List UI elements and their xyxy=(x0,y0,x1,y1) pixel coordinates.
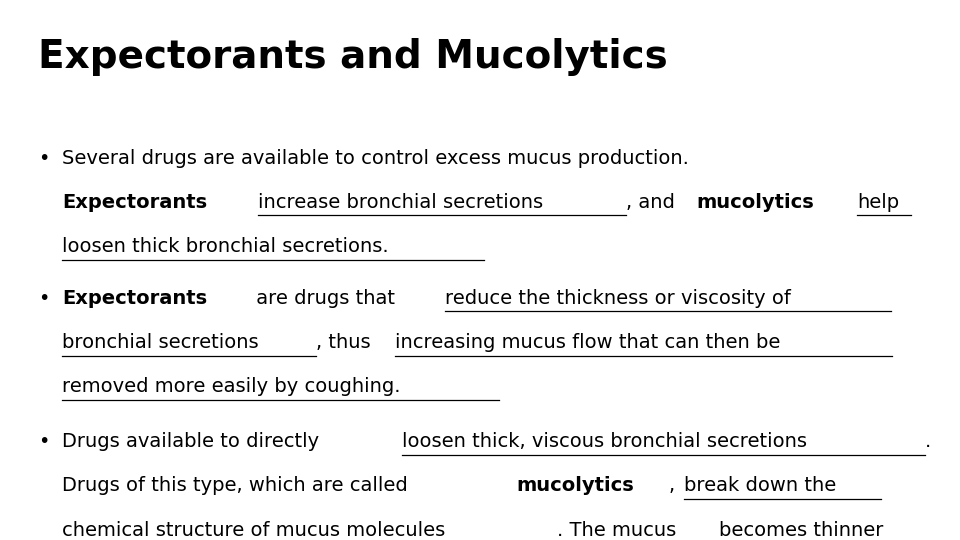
Text: loosen thick bronchial secretions.: loosen thick bronchial secretions. xyxy=(62,237,389,256)
Text: •: • xyxy=(38,148,50,167)
Text: increase bronchial secretions: increase bronchial secretions xyxy=(257,193,542,212)
Text: break down the: break down the xyxy=(684,476,837,495)
Text: .: . xyxy=(924,432,931,451)
Text: , thus: , thus xyxy=(316,333,377,352)
Text: ,: , xyxy=(668,476,681,495)
Text: are drugs that: are drugs that xyxy=(250,289,401,308)
Text: removed more easily by coughing.: removed more easily by coughing. xyxy=(62,377,401,396)
Text: , and: , and xyxy=(626,193,681,212)
Text: Expectorants: Expectorants xyxy=(62,289,207,308)
Text: reduce the thickness or viscosity of: reduce the thickness or viscosity of xyxy=(444,289,791,308)
Text: Expectorants and Mucolytics: Expectorants and Mucolytics xyxy=(38,38,668,76)
Text: Several drugs are available to control excess mucus production.: Several drugs are available to control e… xyxy=(62,148,689,167)
Text: . The mucus: . The mucus xyxy=(557,521,683,539)
Text: chemical structure of mucus molecules: chemical structure of mucus molecules xyxy=(62,521,445,539)
Text: Drugs available to directly: Drugs available to directly xyxy=(62,432,325,451)
Text: Expectorants: Expectorants xyxy=(62,193,207,212)
Text: mucolytics: mucolytics xyxy=(697,193,814,212)
Text: becomes thinner: becomes thinner xyxy=(719,521,883,539)
Text: Drugs of this type, which are called: Drugs of this type, which are called xyxy=(62,476,415,495)
Text: •: • xyxy=(38,432,50,451)
Text: •: • xyxy=(38,289,50,308)
Text: loosen thick, viscous bronchial secretions: loosen thick, viscous bronchial secretio… xyxy=(402,432,807,451)
Text: help: help xyxy=(856,193,899,212)
Text: increasing mucus flow that can then be: increasing mucus flow that can then be xyxy=(395,333,780,352)
Text: bronchial secretions: bronchial secretions xyxy=(62,333,259,352)
Text: mucolytics: mucolytics xyxy=(516,476,635,495)
